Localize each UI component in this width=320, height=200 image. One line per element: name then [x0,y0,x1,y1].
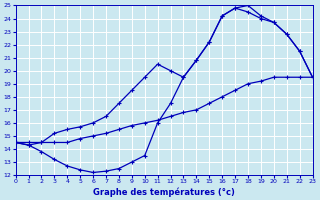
X-axis label: Graphe des températures (°c): Graphe des températures (°c) [93,187,235,197]
